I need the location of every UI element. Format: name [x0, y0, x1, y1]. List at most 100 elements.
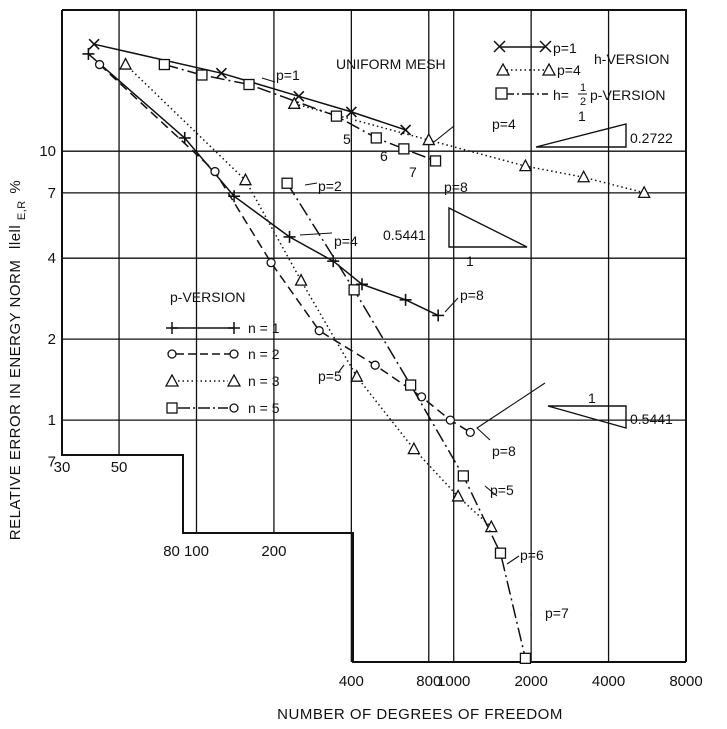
data-point	[484, 519, 498, 533]
label-p6: p=6	[520, 547, 544, 563]
data-point	[398, 143, 410, 155]
x-tick-label: 2000	[514, 673, 547, 690]
label-p8-top: p=8	[444, 179, 468, 195]
x-tick-label: 30	[54, 459, 71, 476]
legend-marker-triangle	[495, 62, 511, 76]
data-point	[350, 369, 364, 382]
label-p2: p=2	[318, 178, 342, 194]
data-point	[178, 131, 191, 144]
uniform-mesh-label: UNIFORM MESH	[336, 56, 446, 72]
data-point	[327, 255, 340, 268]
legend-h-label: h=	[553, 87, 569, 103]
label-p1-top: p=1	[276, 67, 300, 83]
data-point	[348, 284, 360, 296]
series-layer	[82, 38, 651, 665]
x-tick-label: 100	[184, 543, 209, 560]
series-p-version-n-5	[281, 177, 532, 665]
slope-mid-run: 1	[466, 253, 474, 269]
p-version-legend: p-VERSION n = 1 n = 2 n = 3 n = 5	[164, 289, 280, 416]
x-tick-label: 80	[163, 543, 180, 560]
data-point	[158, 58, 171, 71]
data-point	[243, 78, 255, 91]
data-point	[314, 326, 324, 336]
slope-triangle-top	[535, 123, 627, 148]
data-point	[519, 652, 532, 665]
slope-top-run: 1	[578, 108, 586, 124]
series-line	[286, 182, 527, 659]
x-tick-label: 8000	[669, 673, 702, 690]
data-point	[196, 69, 208, 81]
legend-marker-triangle	[226, 373, 242, 387]
slope-triangle-mid	[448, 206, 528, 248]
label-p8-low: p=8	[492, 443, 516, 459]
frame-outline	[61, 9, 687, 663]
series-h-version-p-4	[287, 96, 651, 198]
series-p-version-n-1	[82, 47, 445, 322]
x-tick-label: 200	[261, 543, 286, 560]
legend-marker-triangle	[164, 373, 180, 387]
data-point	[400, 124, 412, 136]
legend-n5-label: n = 5	[248, 400, 280, 416]
data-point	[283, 230, 296, 243]
data-point	[445, 415, 455, 425]
slope-low-run: 1	[588, 390, 596, 406]
legend-marker-triangle	[541, 62, 557, 76]
y-tick-label: 10	[39, 143, 56, 160]
h-version-legend: UNIFORM MESH p=1 p=4 h-VERSION h= 1 2 p-…	[336, 40, 669, 108]
x-tick-label: 800	[416, 673, 441, 690]
label-p8-mid: p=8	[460, 287, 484, 303]
h-version-label: h-VERSION	[594, 51, 669, 67]
data-point	[457, 470, 469, 482]
data-point	[94, 59, 105, 70]
y-axis-title-unit: %	[7, 180, 24, 194]
data-point	[294, 273, 308, 286]
data-point	[345, 106, 357, 118]
p-version-label: p-VERSION	[170, 289, 245, 305]
legend-marker-circle	[229, 349, 239, 359]
label-6: 6	[380, 148, 388, 164]
gridlines	[62, 10, 686, 662]
series-line	[99, 63, 471, 434]
x-tick-label: 1000	[437, 673, 470, 690]
label-p5-right: p=5	[490, 482, 514, 498]
data-point	[266, 258, 276, 268]
legend-p4-label: p=4	[557, 62, 581, 78]
data-point	[494, 547, 507, 559]
y-axis-title-norm: llell	[7, 225, 24, 249]
data-point	[432, 309, 445, 322]
data-point	[577, 169, 591, 183]
data-point	[370, 132, 382, 144]
legend-n3-label: n = 3	[248, 373, 280, 389]
data-point	[465, 427, 475, 438]
label-5: 5	[343, 131, 351, 147]
label-p4-mid: p=4	[334, 233, 358, 249]
data-point	[422, 132, 436, 146]
data-point	[238, 172, 253, 186]
data-point	[518, 158, 532, 172]
y-tick-label: 2	[48, 331, 56, 348]
legend-h-frac-num: 1	[580, 82, 586, 94]
label-p5-left: p=5	[318, 368, 342, 384]
data-point	[82, 47, 95, 60]
legend-n1-label: n = 1	[248, 320, 280, 336]
series-h-version-p-1	[88, 38, 412, 136]
legend-marker-plus	[166, 322, 240, 334]
svg-text:RELATIVE ERROR IN ENERGY NORM: RELATIVE ERROR IN ENERGY NORM llell E,R …	[7, 180, 29, 541]
legend-marker-square	[495, 87, 508, 100]
plot-frame	[61, 9, 687, 663]
data-point	[404, 379, 417, 391]
data-point	[281, 177, 293, 189]
y-tick-label: 7	[48, 185, 56, 202]
slope-top-rise: 0.2722	[630, 130, 673, 146]
y-tick-label: 4	[48, 250, 56, 267]
legend-marker-x	[493, 40, 552, 53]
legend-marker-square	[166, 402, 178, 414]
series-h-version-h-p-version	[158, 58, 442, 167]
data-point	[429, 155, 442, 167]
y-axis-title-main: RELATIVE ERROR IN ENERGY NORM	[7, 260, 24, 541]
data-point	[399, 293, 412, 306]
data-point	[451, 489, 465, 502]
data-point	[330, 110, 343, 122]
data-point	[210, 166, 220, 177]
